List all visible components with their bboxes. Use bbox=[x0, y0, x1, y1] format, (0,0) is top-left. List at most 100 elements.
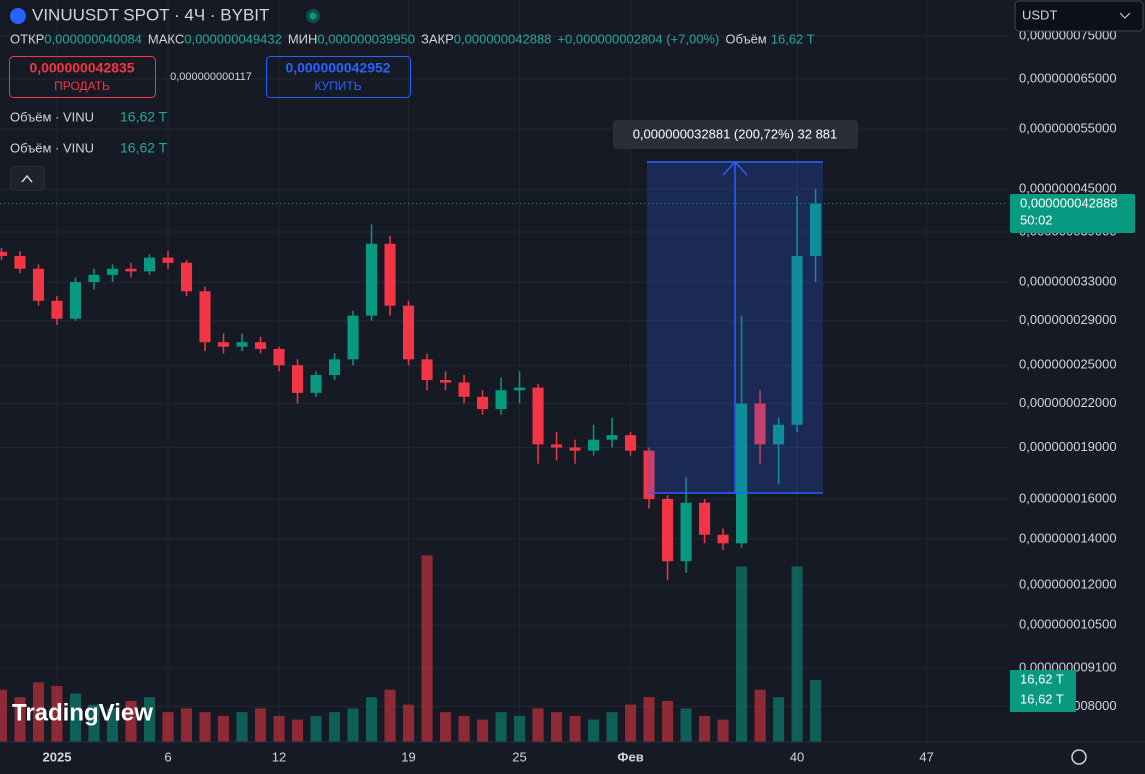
volume-bar bbox=[625, 704, 637, 742]
candle-body bbox=[476, 396, 489, 410]
candle-body bbox=[106, 268, 119, 275]
candle-body bbox=[365, 243, 378, 316]
currency-select[interactable] bbox=[1014, 0, 1144, 32]
candle-body bbox=[439, 379, 452, 383]
volume-bar bbox=[125, 700, 137, 742]
candle-body bbox=[458, 382, 470, 397]
measure-label: 0,000000032881 (200,72%) 32 881 bbox=[633, 126, 838, 141]
volume-bar bbox=[347, 708, 359, 742]
candle-body bbox=[754, 403, 766, 445]
y-tick-label: 0,000000022000 bbox=[1019, 395, 1117, 410]
time-axis: 2025 6 12 19 25 Фев 40 47 bbox=[43, 749, 934, 764]
sell-price[interactable]: 0,000000042835 bbox=[29, 60, 134, 76]
collapse-button[interactable] bbox=[10, 166, 45, 191]
volume-bar bbox=[291, 719, 304, 742]
indicator-value: 16,62 T bbox=[120, 140, 168, 156]
candle-body bbox=[773, 424, 785, 445]
candle-body bbox=[569, 447, 581, 451]
candle-body bbox=[69, 282, 82, 319]
volume-bar bbox=[143, 697, 156, 742]
y-tick-label: 0,000000065000 bbox=[1019, 70, 1117, 85]
candle-body bbox=[625, 435, 637, 451]
currency[interactable]: USDT bbox=[1022, 7, 1057, 22]
candle-body bbox=[291, 365, 304, 393]
volume-bar bbox=[180, 708, 193, 742]
candle-body bbox=[254, 342, 267, 349]
indicator-value: 16,62 T bbox=[120, 109, 168, 125]
indicator-name: Объём · VINU bbox=[10, 140, 94, 155]
volume-badge-text: 16,62 T bbox=[1020, 691, 1064, 706]
volume-bar bbox=[14, 697, 26, 742]
candle-body bbox=[736, 403, 748, 544]
symbol: VINUUSDT SPOT · 4Ч · BYBIT bbox=[32, 5, 269, 24]
x-tick-label: 47 bbox=[919, 749, 933, 764]
ohlc-value: 0,000000042888 bbox=[454, 31, 552, 46]
volume-bar bbox=[550, 712, 563, 742]
volume-bar bbox=[254, 708, 267, 742]
ohlc-label: ОТКР bbox=[10, 31, 44, 46]
candle-body bbox=[421, 359, 433, 380]
y-tick-label: 0,000000033000 bbox=[1019, 274, 1117, 289]
volume-bar bbox=[51, 686, 63, 742]
y-tick-label: 0,000000029000 bbox=[1019, 312, 1117, 327]
candle-body bbox=[88, 274, 100, 283]
buy-label[interactable]: КУПИТЬ bbox=[314, 79, 361, 93]
volume-bar bbox=[365, 697, 378, 742]
volume-bar bbox=[810, 679, 822, 742]
volume-bar bbox=[384, 689, 396, 742]
ohlc: ОТКР 0,000000040084 МАКС 0,000000049432 МИН 0… bbox=[10, 31, 815, 46]
volume-bar bbox=[69, 693, 82, 742]
candle-body bbox=[162, 257, 174, 263]
buy-button[interactable] bbox=[266, 56, 411, 98]
volume-bar bbox=[476, 719, 489, 742]
ohlc-value: 0,000000040084 bbox=[44, 31, 142, 46]
volume-bar bbox=[532, 708, 544, 742]
candle-body bbox=[217, 342, 230, 347]
status-dot-inner bbox=[309, 12, 317, 20]
last-price: 0,000000042888 bbox=[1020, 195, 1118, 210]
volume-badge bbox=[1010, 670, 1076, 712]
y-tick-label: 0,000000014000 bbox=[1019, 530, 1117, 545]
candle-body bbox=[273, 348, 285, 366]
volume-bar bbox=[791, 566, 803, 742]
y-tick-label: 0,000000025000 bbox=[1019, 357, 1117, 372]
volume-bar bbox=[588, 719, 600, 742]
volume-bar bbox=[513, 715, 526, 742]
volume-bar bbox=[643, 697, 655, 742]
price-axis bbox=[1008, 0, 1145, 774]
candle-body bbox=[0, 251, 8, 257]
y-tick-label: 0,000000012000 bbox=[1019, 577, 1117, 592]
volume-bar bbox=[458, 715, 470, 742]
candle-body bbox=[680, 502, 692, 562]
sell-button[interactable] bbox=[9, 56, 156, 98]
indicator-name: Объём · VINU bbox=[10, 109, 94, 124]
volume-bar bbox=[162, 712, 174, 742]
candle-body bbox=[513, 387, 526, 391]
measure-tooltip bbox=[613, 120, 858, 149]
volume-bar bbox=[402, 704, 415, 742]
ohlc-value: 0,000000049432 bbox=[184, 31, 282, 46]
candle-body bbox=[643, 450, 655, 499]
volume-bar bbox=[32, 682, 45, 742]
x-tick-label: 2025 bbox=[43, 749, 72, 764]
volume-label: Объём bbox=[725, 31, 766, 46]
ohlc-value: 0,000000039950 bbox=[317, 31, 415, 46]
measure-arrowhead bbox=[722, 160, 748, 176]
settings-icon[interactable] bbox=[1071, 749, 1087, 765]
buy-price[interactable]: 0,000000042952 bbox=[285, 60, 390, 76]
x-tick-label: 25 bbox=[512, 749, 526, 764]
volume-bar bbox=[217, 715, 230, 742]
candle-body bbox=[180, 262, 193, 292]
y-tick-label: 0,000000045000 bbox=[1019, 181, 1117, 196]
sell-label[interactable]: ПРОДАТЬ bbox=[54, 79, 110, 93]
volume-bar bbox=[439, 712, 452, 742]
candle-body bbox=[532, 387, 544, 445]
candle-body bbox=[791, 256, 803, 425]
volume-bar bbox=[328, 712, 341, 742]
ohlc-label: ЗАКР bbox=[421, 31, 454, 46]
logo: TradingView bbox=[12, 699, 153, 726]
volume-bar bbox=[606, 712, 618, 742]
candle-body bbox=[699, 502, 711, 535]
